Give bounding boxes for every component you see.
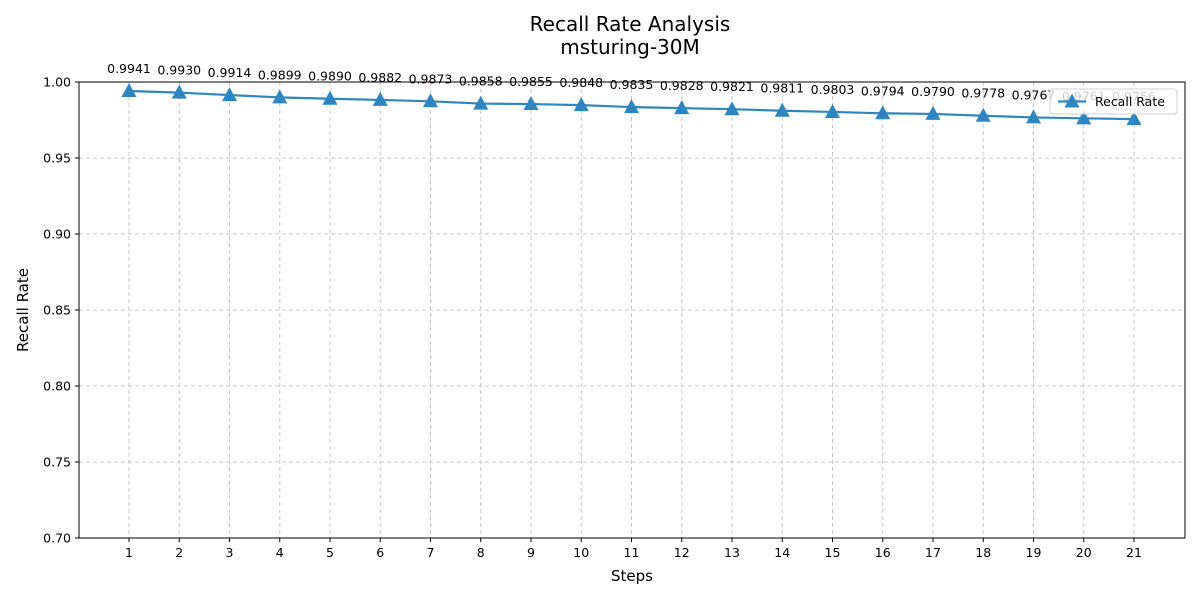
legend-marker [1064,93,1080,108]
y-tick-label: 1.00 [43,75,71,90]
axes: 0.700.750.800.850.900.951.001 2 3 4 5 6 7 8 9 10 1… [43,75,1186,560]
y-tick-label: 0.95 [43,151,71,166]
y-tick-label: 0.85 [43,303,71,318]
data-point [322,90,338,105]
legend-label: Recall Rate [1095,94,1165,109]
x-tick-label: 16 [875,545,891,560]
x-tick-label: 1 [125,545,133,560]
data-label: 0.9803 [811,82,855,97]
data-label: 0.9930 [157,63,201,78]
data-point [473,95,489,110]
x-tick-label: 4 [276,545,284,560]
chart-title: Recall Rate Analysis [530,12,731,36]
x-tick-label: 14 [774,545,790,560]
data-label: 0.9882 [358,70,402,85]
data-point [875,105,891,120]
data-label: 0.9890 [308,69,352,84]
data-label: 0.9858 [459,74,503,89]
data-point [121,82,137,97]
y-tick-label: 0.75 [43,455,71,470]
data-label: 0.9794 [861,83,905,98]
x-tick-label: 3 [226,545,234,560]
x-tick-label: 8 [477,545,485,560]
x-tick-label: 20 [1076,545,1092,560]
data-label: 0.9790 [911,84,955,99]
x-tick-label: 10 [573,545,589,560]
data-point [975,107,991,122]
data-label: 0.9941 [107,61,151,76]
x-tick-label: 21 [1126,545,1142,560]
data-label: 0.9811 [760,81,804,96]
x-tick-label: 11 [624,545,640,560]
data-point [624,99,639,114]
x-axis-label: Steps [611,567,653,585]
data-label: 0.9778 [961,86,1005,101]
data-point [171,84,187,99]
chart-subtitle: msturing-30M [560,35,700,59]
data-label: 0.9835 [610,77,654,92]
data-point [272,89,288,104]
legend-box [1049,88,1178,115]
data-point [825,103,840,118]
data-label: 0.9848 [559,75,603,90]
series-recall-rate [121,82,1142,126]
data-point [1076,110,1092,125]
x-tick-label: 7 [427,545,435,560]
data-label: 0.9767 [1012,87,1056,102]
x-tick-label: 19 [1026,545,1042,560]
grid [79,82,1185,538]
data-point [724,101,740,116]
x-tick-label: 9 [527,545,535,560]
data-point [1126,111,1142,126]
data-label: 0.9821 [710,79,754,94]
data-label: 0.9899 [258,67,302,82]
data-point [1026,109,1041,124]
x-tick-label: 17 [925,545,941,560]
data-point [372,91,388,106]
legend: Recall Rate [1049,88,1178,115]
x-tick-label: 18 [975,545,991,560]
data-point [423,93,438,108]
data-point [774,102,790,117]
x-tick-label: 6 [376,545,384,560]
y-tick-label: 0.90 [43,227,71,242]
data-point [925,105,941,120]
data-label: 0.9828 [660,78,704,93]
x-tick-label: 2 [175,545,183,560]
data-point [573,97,589,112]
x-tick-label: 15 [825,545,841,560]
data-point [222,87,237,102]
y-axis-label: Recall Rate [14,268,32,352]
data-point [523,96,539,111]
x-tick-label: 12 [674,545,690,560]
y-tick-label: 0.70 [43,531,71,546]
data-label: 0.9855 [509,74,553,89]
data-label: 0.9873 [409,71,453,86]
y-tick-label: 0.80 [43,379,71,394]
x-tick-label: 5 [326,545,334,560]
x-tick-label: 13 [724,545,740,560]
data-label: 0.9914 [208,65,252,80]
data-point [674,100,690,115]
